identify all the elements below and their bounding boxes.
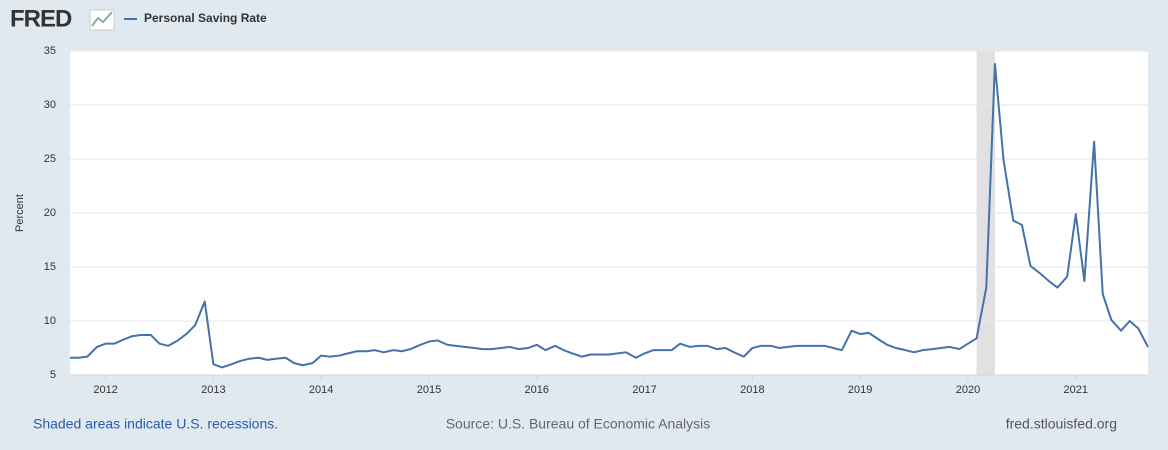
y-tick-label: 15 — [44, 261, 56, 273]
x-tick-label: 2014 — [309, 384, 333, 396]
x-tick-label: 2013 — [201, 384, 225, 396]
x-tick-label: 2016 — [525, 384, 549, 396]
x-tick-label: 2012 — [93, 384, 117, 396]
x-tick-label: 2021 — [1064, 384, 1088, 396]
y-axis-label: Percent — [14, 194, 26, 232]
x-tick-label: 2018 — [740, 384, 764, 396]
series-line — [70, 62, 1149, 369]
y-tick-label: 5 — [50, 369, 56, 381]
x-tick-label: 2020 — [956, 384, 980, 396]
y-tick-label: 20 — [44, 207, 56, 219]
legend-label: Personal Saving Rate — [144, 11, 267, 25]
recession-note[interactable]: Shaded areas indicate U.S. recessions. — [33, 416, 278, 432]
y-tick-label: 25 — [44, 153, 56, 165]
y-tick-label: 30 — [44, 99, 56, 111]
x-tick-label: 2015 — [417, 384, 441, 396]
x-tick-label: 2017 — [632, 384, 656, 396]
site-link[interactable]: fred.stlouisfed.org — [1006, 416, 1117, 432]
y-tick-label: 10 — [44, 315, 56, 327]
logo-icon — [89, 9, 115, 31]
y-tick-label: 35 — [44, 45, 56, 57]
x-tick-label: 2019 — [848, 384, 872, 396]
logo[interactable]: FRED — [10, 5, 73, 32]
source: Source: U.S. Bureau of Economic Analysis — [446, 416, 711, 432]
